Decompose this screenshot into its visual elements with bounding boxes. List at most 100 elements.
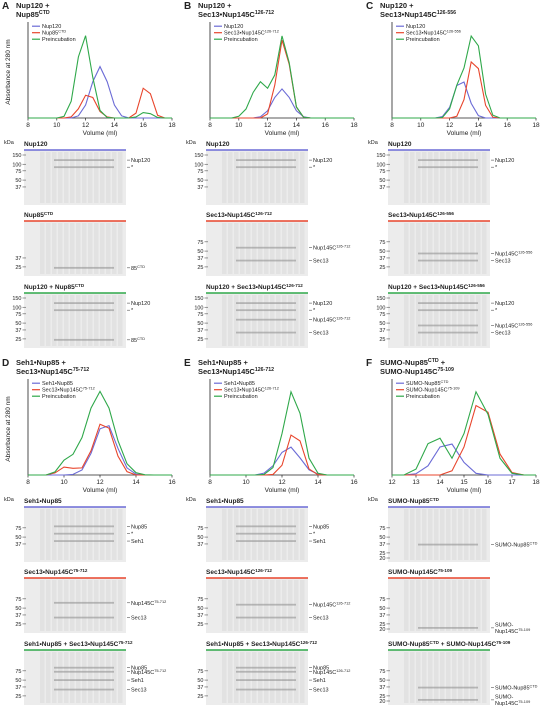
band [54,166,114,169]
lane [46,509,51,560]
lane [446,652,451,703]
lane [416,652,421,703]
band-label: Nup120 [495,158,514,164]
lane [410,580,415,631]
lane [464,295,469,346]
gel-title-part: Nup120 + Nup85 [24,284,75,291]
x-tick-label: 18 [532,122,540,129]
kda-label: 100 [376,162,385,168]
lane [464,652,469,703]
band-label: Sec13 [131,688,147,694]
x-tick-label: 14 [475,122,483,129]
lane [452,295,457,346]
kda-label: 75 [379,312,385,318]
chart-title: Sec13•Nup145C126-712 [198,367,274,376]
kda-label: 37 [197,542,203,548]
band-label: Sec13 [495,259,511,265]
lane [422,223,427,274]
lane [470,152,475,203]
kda-label: 75 [379,526,385,532]
y-axis-label: Absorbance at 280 nm [5,396,12,461]
lane [410,223,415,274]
lane [46,295,51,346]
lane [76,152,81,203]
lane [434,652,439,703]
kda-label: 37 [15,613,21,619]
lane [246,152,251,203]
band-label-part: Nup145C [131,601,154,607]
kda-label: 50 [197,678,203,684]
lane [64,652,69,703]
band [418,698,478,701]
lane [112,152,117,203]
series-line [392,60,536,119]
kda-label: 50 [379,321,385,327]
kda-label: 50 [379,678,385,684]
lane [70,652,75,703]
gel-title: Sec13•Nup145C126-556 [388,211,454,220]
kda-label: 25 [15,694,21,700]
lane [58,652,63,703]
x-tick-label: 13 [412,479,420,486]
kda-label: 50 [379,249,385,255]
lane [428,295,433,346]
gel-title-sup: 126-712 [255,568,272,573]
gel-title-sup: 75-712 [118,640,133,645]
legend-label: Preincubation [42,394,76,400]
legend-label-part: Sec13•Nup145C [224,31,265,37]
chart-title-sup: 126-556 [437,10,456,16]
lane [52,152,57,203]
kda-label: 25 [15,622,21,628]
lane [416,295,421,346]
band [54,309,114,312]
series-line [210,446,354,476]
gel-title-sup: 126-712 [300,640,317,645]
lane [440,223,445,274]
lane [464,152,469,203]
lane [416,580,421,631]
kda-label: 100 [194,162,203,168]
legend-label-sup: 75-712 [83,387,95,391]
lane [434,509,439,560]
chart-title: Nup120 + [16,1,50,10]
lane [82,152,87,203]
lane [112,295,117,346]
series-line [392,404,536,476]
band-label: Nup145C126-712 [313,669,350,676]
band-label: Nup120 [495,301,514,307]
y-axis-label: Absorbance at 280 nm [5,39,12,104]
legend-label: Seh1•Nup85 [224,381,255,387]
lane [252,652,257,703]
lane [228,223,233,274]
lane [112,223,117,274]
kda-label: 75 [15,526,21,532]
kda-label: 37 [379,685,385,691]
kda-label: 75 [197,526,203,532]
lane [446,152,451,203]
x-tick-label: 10 [417,122,425,129]
lane [452,152,457,203]
lane [222,223,227,274]
panel-letter: E [184,358,191,369]
band [236,331,296,334]
x-axis-label: Volume (ml) [83,130,118,137]
lane [300,152,305,203]
kda-label: 25 [379,337,385,343]
lane [410,152,415,203]
lane [52,652,57,703]
lane [282,652,287,703]
lane [482,580,487,631]
lane [434,223,439,274]
band [236,688,296,691]
gel-title: Nup120 + Sec13•Nup145C126-556 [388,283,485,292]
lane [94,652,99,703]
chart-title: SUMO-Nup145C75-109 [380,367,454,376]
lane [58,295,63,346]
lane [70,580,75,631]
lane [118,223,123,274]
band [54,266,114,269]
lane [458,652,463,703]
gel [388,221,490,276]
